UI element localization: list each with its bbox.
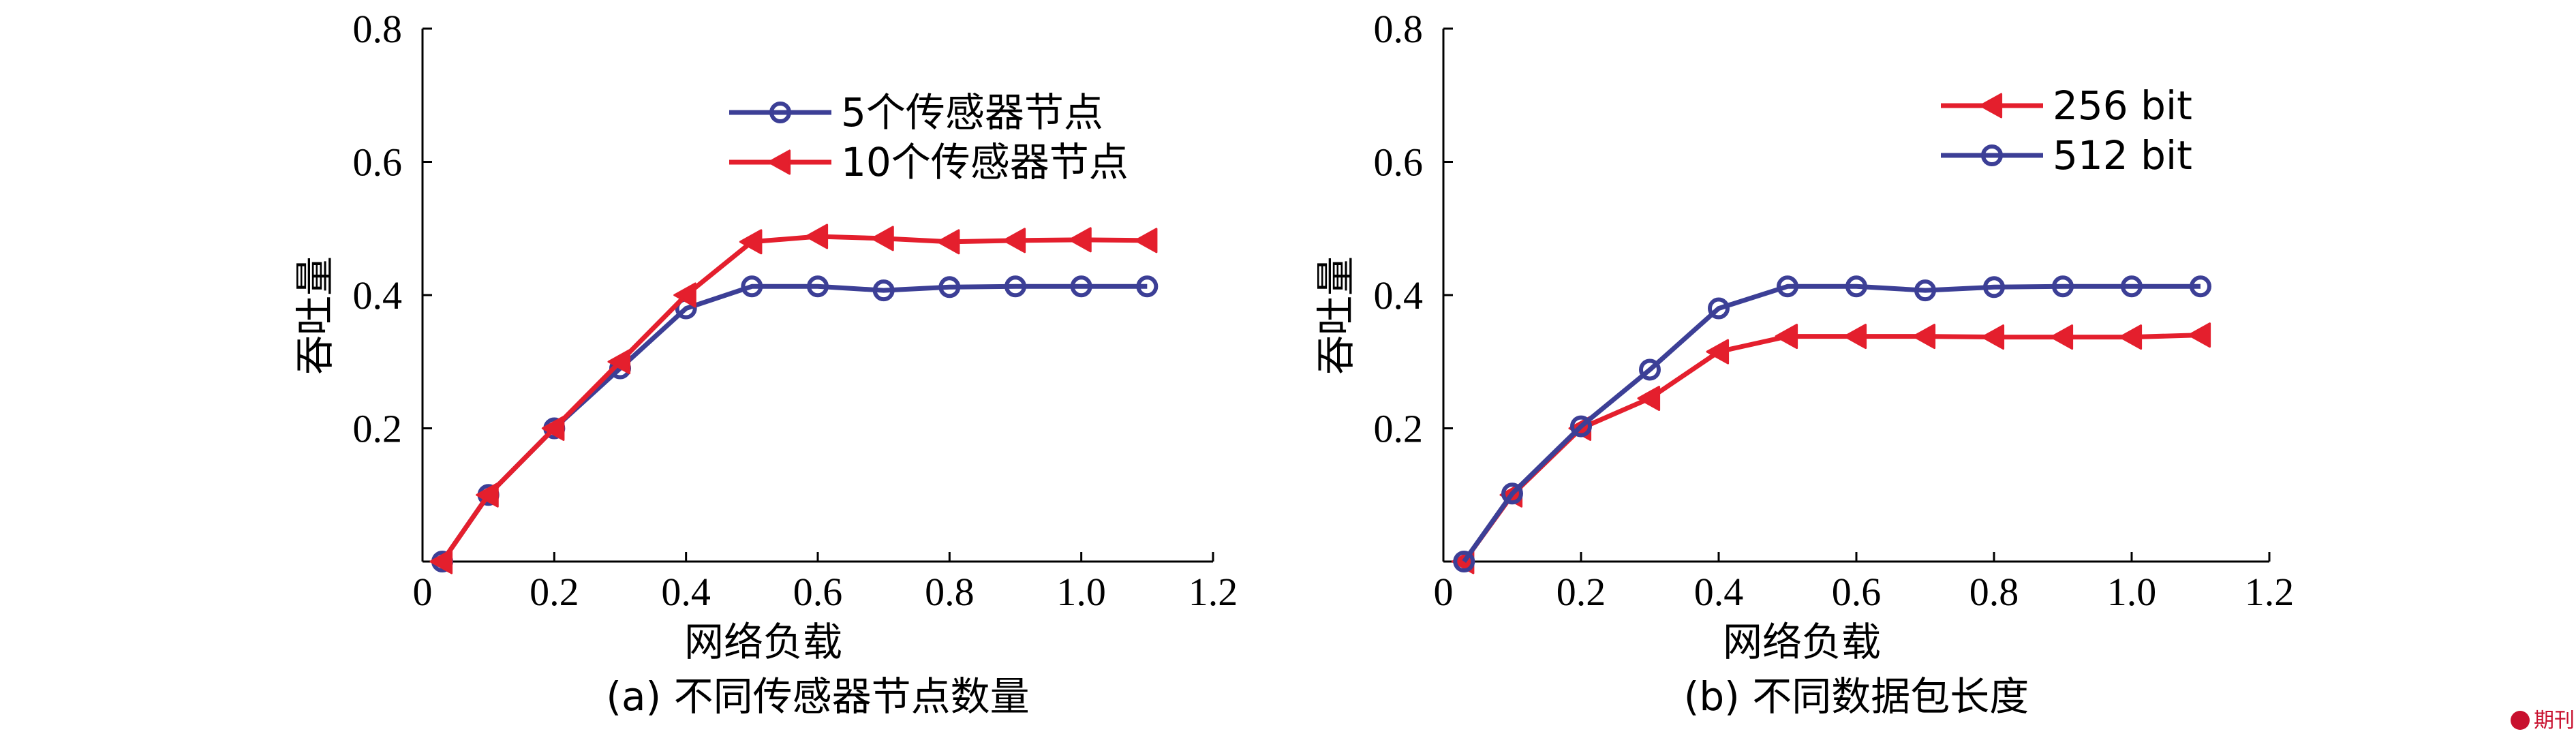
legend-swatch-marker: [1979, 93, 2003, 119]
x-tick-label: 0.4: [1694, 570, 1744, 614]
legend-swatch-marker: [769, 102, 791, 123]
data-point: [429, 549, 453, 574]
data-point: [1069, 227, 1092, 253]
legend-swatch-marker: [767, 149, 791, 175]
series-line: [1462, 283, 2201, 564]
series-2: [429, 224, 1158, 574]
data-point: [2050, 324, 2074, 350]
data-point: [1136, 275, 1159, 298]
x-axis-label: 网络负载: [684, 619, 842, 665]
legend-label: 256 bit: [2053, 82, 2192, 129]
y-axis-label: 吞吐量: [1313, 256, 1359, 375]
data-point: [936, 229, 960, 255]
legend-label: 5个传感器节点: [841, 89, 1103, 136]
x-tick-label: 0.8: [925, 570, 975, 614]
y-tick-label: 0.4: [353, 273, 403, 318]
data-point: [1914, 279, 1936, 302]
y-tick-label: 0.6: [1374, 140, 1424, 185]
x-tick-label: 0.2: [530, 570, 579, 614]
data-point: [807, 275, 829, 298]
chart-panel-a: 0 0.2 0.4 0.6 0.8 1.0 1.2 0.2 0.4 0.6 0.8 网络负载 吞吐量 (a…: [292, 7, 1238, 720]
series-1: [1451, 322, 2211, 574]
legend-swatch-marker: [1981, 144, 2003, 166]
y-tick-label: 0.8: [1374, 7, 1424, 51]
chart-caption: (b) 不同数据包长度: [1684, 673, 2029, 720]
y-tick-label: 0.8: [353, 7, 403, 51]
data-point: [1639, 358, 1661, 381]
data-point: [1708, 297, 1730, 320]
data-point: [2052, 275, 2074, 298]
x-tick-label: 0.4: [661, 570, 711, 614]
data-point: [1775, 324, 1798, 350]
data-point: [1983, 276, 2005, 298]
data-point: [1501, 482, 1523, 505]
data-point: [2119, 324, 2143, 350]
x-tick-label: 0.8: [1969, 570, 2019, 614]
data-point: [1005, 275, 1026, 298]
data-point: [1706, 339, 1730, 365]
data-point: [1570, 415, 1592, 438]
y-tick-label: 0.2: [353, 407, 403, 451]
data-point: [1912, 324, 1936, 350]
data-point: [1777, 275, 1798, 298]
x-tick-label: 0: [413, 570, 433, 614]
watermark-text: 期刊网: [2534, 709, 2576, 733]
data-point: [1637, 386, 1661, 412]
data-point: [739, 229, 763, 255]
y-tick-label: 0.4: [1374, 273, 1424, 318]
watermark: 期刊网: [2511, 709, 2576, 733]
data-point: [872, 279, 895, 302]
x-tick-label: 0.6: [793, 570, 843, 614]
data-point: [1845, 275, 1867, 298]
data-point: [938, 276, 961, 298]
series-line: [1462, 333, 2201, 564]
x-tick-label: 1.2: [1189, 570, 1238, 614]
x-tick-label: 0.6: [1832, 570, 1882, 614]
series-line: [440, 234, 1148, 563]
y-tick-label: 0.2: [1374, 407, 1424, 451]
data-point: [1134, 228, 1158, 254]
x-axis-label: 网络负载: [1723, 619, 1881, 665]
data-point: [805, 224, 829, 249]
y-tick-label: 0.6: [353, 140, 403, 185]
legend-label: 512 bit: [2053, 132, 2192, 179]
x-tick-label: 1.2: [2245, 570, 2295, 614]
data-point: [673, 282, 696, 308]
data-point: [2188, 322, 2211, 348]
chart-panel-b: 0 0.2 0.4 0.6 0.8 1.0 1.2 0.2 0.4 0.6 0.8 网络负载 吞吐量 (b…: [1313, 7, 2294, 720]
data-point: [2190, 275, 2211, 298]
x-tick-label: 0: [1434, 570, 1454, 614]
x-tick-label: 0.2: [1557, 570, 1606, 614]
chart-caption: (a) 不同传感器节点数量: [606, 673, 1029, 720]
series-1: [431, 275, 1159, 572]
data-point: [1070, 275, 1092, 298]
data-point: [476, 482, 499, 508]
legend-label: 10个传感器节点: [841, 139, 1129, 185]
data-point: [541, 416, 565, 441]
data-point: [1002, 228, 1026, 254]
data-point: [871, 226, 894, 251]
x-tick-label: 1.0: [2107, 570, 2157, 614]
data-point: [2121, 275, 2143, 298]
data-point: [1981, 324, 2005, 350]
data-point: [607, 349, 631, 375]
data-point: [1453, 551, 1475, 572]
data-point: [1843, 324, 1867, 350]
data-point: [741, 275, 763, 298]
series-2: [1453, 275, 2211, 572]
y-axis-label: 吞吐量: [292, 256, 338, 375]
watermark-logo-icon: [2511, 711, 2530, 730]
x-tick-label: 1.0: [1056, 570, 1106, 614]
